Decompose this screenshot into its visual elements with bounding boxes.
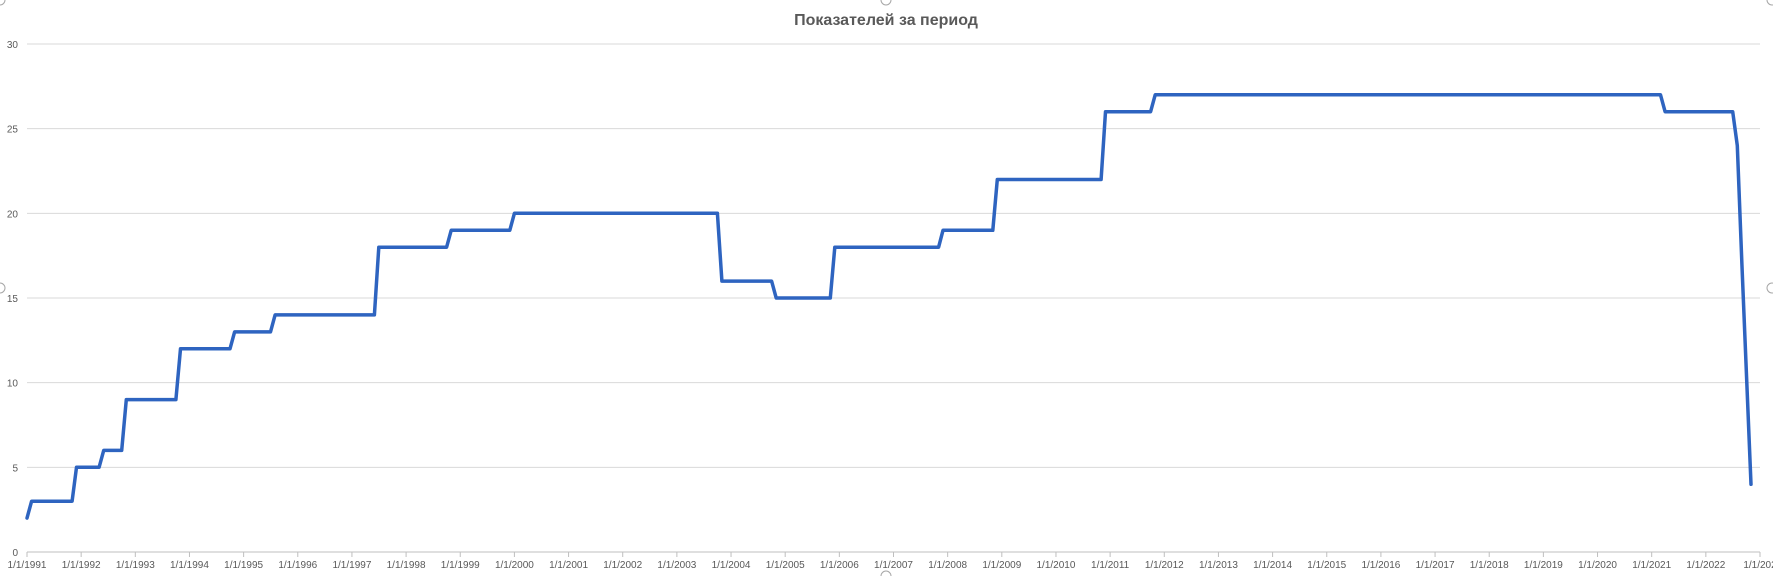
x-tick-label: 1/1/1993 (116, 560, 155, 571)
x-tick-label: 1/1/2008 (928, 560, 967, 571)
y-tick-label: 5 (12, 463, 18, 474)
resize-handle[interactable] (880, 0, 892, 6)
x-tick-label: 1/1/2014 (1253, 560, 1292, 571)
x-tick-label: 1/1/1998 (387, 560, 426, 571)
resize-handle[interactable] (1766, 0, 1773, 6)
x-tick-label: 1/1/2010 (1037, 560, 1076, 571)
x-tick-label: 1/1/2001 (549, 560, 588, 571)
y-tick-label: 30 (7, 40, 19, 51)
y-tick-label: 0 (12, 548, 18, 559)
x-tick-label: 1/1/2006 (820, 560, 859, 571)
x-tick-label: 1/1/2007 (874, 560, 913, 571)
x-tick-label: 1/1/2022 (1686, 560, 1725, 571)
x-tick-label: 1/1/202 (1743, 560, 1773, 571)
x-tick-label: 1/1/2021 (1632, 560, 1671, 571)
x-tick-label: 1/1/1992 (62, 560, 101, 571)
y-tick-label: 15 (7, 294, 19, 305)
resize-handle[interactable] (1766, 282, 1773, 294)
x-tick-label: 1/1/2015 (1307, 560, 1346, 571)
x-tick-label: 1/1/2000 (495, 560, 534, 571)
x-axis: 1/1/1991 1/1/1992 1/1/1993 1/1/1994 1/1/1995… (8, 551, 1773, 571)
x-tick-label: 1/1/1999 (441, 560, 480, 571)
x-tick-label: 1/1/2004 (712, 560, 751, 571)
x-tick-label: 1/1/2005 (766, 560, 805, 571)
series-layer (25, 93, 1753, 520)
x-tick-label: 1/1/2020 (1578, 560, 1617, 571)
x-tick-label: 1/1/2002 (603, 560, 642, 571)
series-line (25, 93, 1753, 520)
x-tick-label: 1/1/1996 (278, 560, 317, 571)
x-tick-label: 1/1/2013 (1199, 560, 1238, 571)
x-tick-label: 1/1/2017 (1416, 560, 1455, 571)
x-tick-label: 1/1/2018 (1470, 560, 1509, 571)
x-tick-label: 1/1/2016 (1361, 560, 1400, 571)
y-tick-label: 10 (7, 379, 19, 390)
x-tick-label: 1/1/1994 (170, 560, 209, 571)
resize-handle[interactable] (880, 570, 892, 581)
x-tick-label: 1/1/2009 (982, 560, 1021, 571)
x-tick-label: 1/1/1995 (224, 560, 263, 571)
resize-handle[interactable] (0, 282, 6, 294)
y-tick-label: 25 (7, 125, 19, 136)
x-tick-label: 1/1/2011 (1091, 560, 1130, 571)
x-tick-label: 1/1/1997 (332, 560, 371, 571)
y-axis: 0 5 10 15 20 25 30 (7, 40, 19, 559)
y-tick-label: 20 (7, 209, 19, 220)
x-tick-label: 1/1/2019 (1524, 560, 1563, 571)
resize-handle[interactable] (0, 0, 6, 6)
x-tick-label: 1/1/2012 (1145, 560, 1184, 571)
chart-title: Показателей за период (794, 12, 978, 29)
gridlines (27, 43, 1760, 468)
x-tick-label: 1/1/2003 (657, 560, 696, 571)
x-tick-label: 1/1/1991 (8, 560, 47, 571)
